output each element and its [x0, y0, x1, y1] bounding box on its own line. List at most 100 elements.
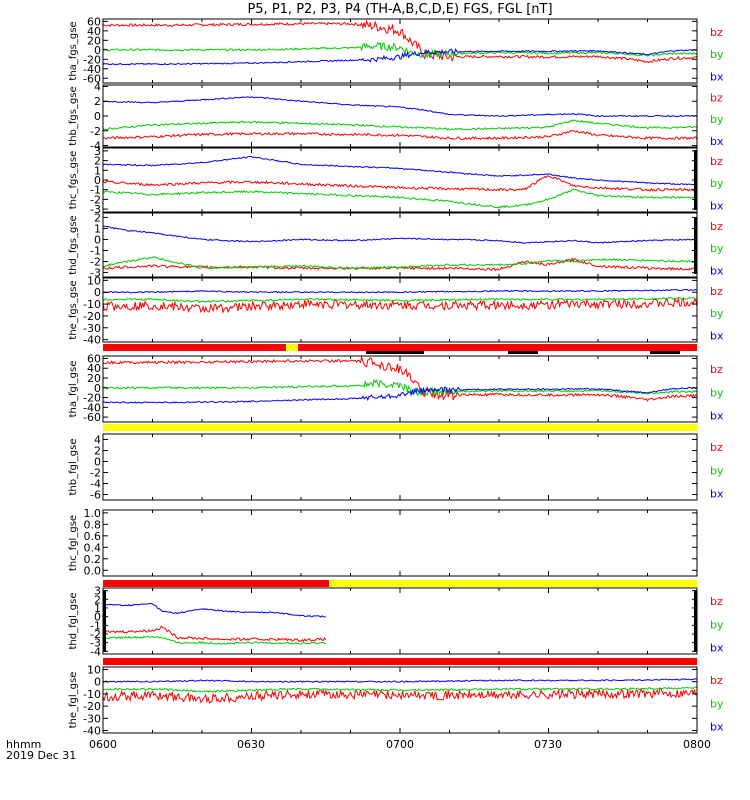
y-tick-label: 2	[94, 155, 101, 168]
y-tick-label: 0	[94, 611, 101, 624]
y-tick-label: 40	[87, 362, 101, 375]
series-bz-line	[102, 19, 698, 64]
legend-bx: bx	[710, 720, 724, 733]
y-tick-label: 0	[94, 676, 101, 689]
state-bar-red	[103, 580, 329, 587]
series-by-line	[102, 686, 698, 693]
series-by-line	[102, 41, 698, 59]
y-tick-label: -20	[83, 310, 101, 323]
series-bz-line	[102, 129, 698, 141]
y-tick-label: 0	[94, 286, 101, 299]
edge-marker	[694, 150, 697, 210]
y-axis-label: thb_fgs_gse	[68, 86, 79, 145]
legend-by: by	[710, 242, 724, 255]
x-tick-label: 0730	[534, 738, 562, 751]
x-axis-date: 2019 Dec 31	[6, 749, 76, 762]
y-axis-label: the_fgs_gse	[68, 280, 79, 339]
y-tick-label: 0	[94, 44, 101, 57]
y-tick-label: -2	[90, 467, 101, 480]
panel-frame	[102, 433, 698, 501]
series-bx-line	[102, 678, 698, 683]
legend-bz: bz	[710, 674, 723, 687]
y-tick-label: -20	[83, 53, 101, 66]
series-bz-line	[102, 625, 327, 643]
y-tick-label: 0.8	[84, 518, 102, 531]
y-tick-label: -60	[83, 411, 101, 424]
panel-frame	[102, 587, 698, 655]
panel-thc_fgl_gse: 1.00.80.60.40.20.0 thc_fgl_gse	[68, 507, 698, 577]
y-tick-label: 0.6	[84, 530, 102, 543]
x-tick-label: 0800	[683, 738, 711, 751]
y-tick-label: -6	[90, 489, 101, 502]
y-tick-label: 1.0	[84, 507, 102, 520]
y-tick-label: 2	[94, 593, 101, 606]
y-tick-label: -30	[83, 712, 101, 725]
y-tick-label: -40	[83, 725, 101, 738]
legend-bx: bx	[710, 330, 724, 343]
legend-bz: bz	[710, 26, 723, 39]
y-tick-label: -20	[83, 700, 101, 713]
legend-bz: bz	[710, 91, 723, 104]
panel-frame	[102, 509, 698, 577]
series-bx-line	[102, 602, 326, 618]
y-axis-label: tha_fgs_gse	[68, 21, 79, 80]
y-tick-label: 10	[87, 274, 101, 287]
edge-marker	[694, 590, 697, 652]
y-axis-label: thd_fgl_gse	[68, 593, 79, 650]
y-tick-label: -40	[83, 401, 101, 414]
y-tick-label: 60	[87, 15, 101, 28]
y-tick-label: -3	[90, 203, 101, 216]
y-tick-label: -1	[90, 245, 101, 258]
legend-bx: bx	[710, 641, 724, 654]
y-tick-label: 1	[94, 164, 101, 177]
legend-bz: bz	[710, 220, 723, 233]
series-bz-line	[102, 687, 698, 704]
y-tick-label: 20	[87, 34, 101, 47]
legend-by: by	[710, 177, 724, 190]
panel-frame	[102, 277, 698, 343]
state-bar-yellow	[103, 424, 697, 431]
series-bx-line	[102, 156, 698, 186]
legend-bx: bx	[710, 487, 724, 500]
edge-marker	[694, 218, 697, 274]
y-tick-label: -10	[83, 298, 101, 311]
state-bar-black	[650, 351, 680, 354]
legend-by: by	[710, 618, 724, 631]
y-tick-label: -2	[90, 628, 101, 641]
y-tick-label: -2	[90, 256, 101, 269]
y-tick-label: -1	[90, 619, 101, 632]
y-tick-label: -4	[90, 645, 101, 658]
series-by-line	[102, 296, 698, 304]
y-tick-label: 0	[94, 233, 101, 246]
legend-bz: bz	[710, 155, 723, 168]
y-tick-label: 2	[94, 95, 101, 108]
y-tick-label: -4	[90, 478, 101, 491]
plot-title: P5, P1, P2, P3, P4 (TH-A,B,C,D,E) FGS, F…	[247, 2, 552, 17]
y-axis-label: thc_fgl_gse	[68, 515, 79, 571]
y-tick-label: -4	[90, 140, 101, 153]
y-axis-label: thd_fgs_gse	[68, 215, 79, 274]
state-bar-yellow	[329, 580, 697, 587]
y-tick-label: -10	[83, 688, 101, 701]
series-bz-line	[102, 355, 698, 402]
y-tick-label: 0	[94, 174, 101, 187]
series-by-line	[102, 635, 326, 645]
y-tick-label: 40	[87, 25, 101, 38]
panel-thd_fgs_gse: 210-1-2-3 thd_fgs_gse bz by bx	[68, 211, 724, 279]
legend-bx: bx	[710, 71, 724, 84]
y-tick-label: -40	[83, 334, 101, 347]
y-axis-label: thb_fgl_gse	[68, 439, 79, 496]
y-tick-label: -2	[90, 193, 101, 206]
panel-thb_fgl_gse: 420-2-4-6 thb_fgl_gse bz by bx	[68, 433, 724, 502]
y-tick-label: 0.2	[84, 553, 102, 566]
y-tick-label: 1	[94, 222, 101, 235]
series-bx-line	[102, 47, 698, 66]
panel-the_fgl_gse: 100-10-20-30-40 the_fgl_gse bz by bx	[68, 663, 724, 737]
panel-thb_fgs_gse: 4 2 0 -2 -4 thb_fgs_gse bz by bx	[68, 80, 724, 152]
state-bar-black	[508, 351, 538, 354]
y-tick-label: 0	[94, 456, 101, 469]
state-bar-black	[366, 351, 424, 354]
